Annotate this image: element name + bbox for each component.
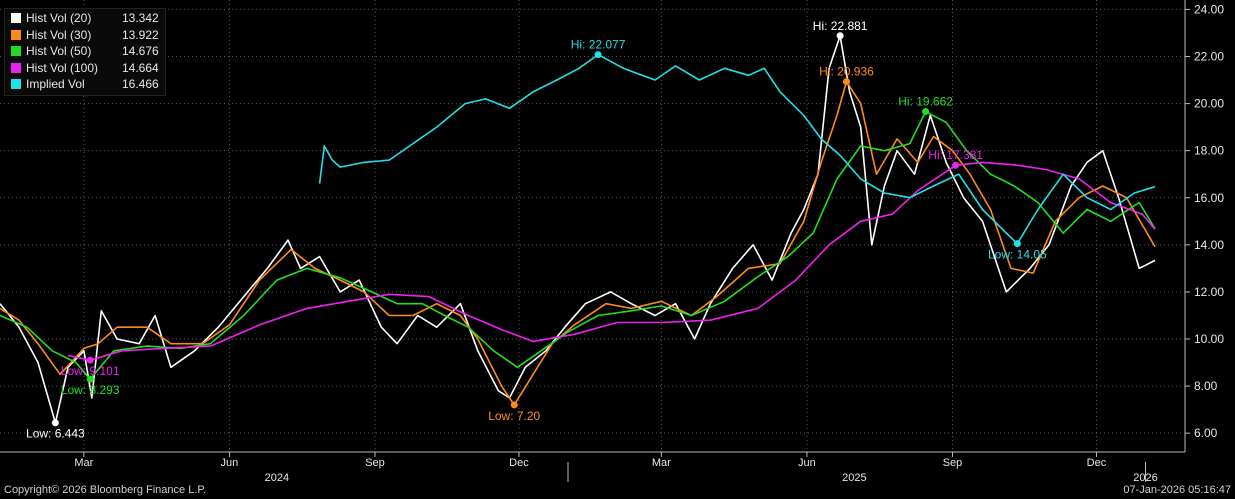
- extreme-label: Hi: 20.936: [819, 65, 874, 79]
- extreme-marker: [86, 356, 94, 364]
- y-tick-label: 12.00: [1194, 285, 1224, 299]
- extreme-marker: [922, 108, 930, 116]
- legend-value: 14.676: [122, 44, 159, 58]
- x-tick-label: Sep: [365, 457, 385, 469]
- extreme-label: Hi: 22.077: [571, 38, 626, 52]
- legend-label: Hist Vol (50): [26, 44, 92, 58]
- legend-value: 13.342: [122, 11, 159, 25]
- x-tick-label: Jun: [221, 457, 239, 469]
- legend-label: Hist Vol (20): [26, 11, 92, 25]
- extreme-marker: [86, 375, 94, 383]
- y-tick-label: 20.00: [1194, 97, 1224, 111]
- y-tick-label: 10.00: [1194, 332, 1224, 346]
- extreme-label: Hi: 19.662: [898, 95, 953, 109]
- legend-value: 16.466: [122, 77, 159, 91]
- legend-swatch: [11, 13, 21, 23]
- legend-value: 14.664: [122, 60, 159, 75]
- series-line: [318, 53, 1156, 245]
- extreme-label: Low: 7.20: [488, 409, 540, 423]
- extreme-label: Low: 9.101: [61, 364, 120, 378]
- legend-swatch: [11, 79, 21, 89]
- y-tick-label: 18.00: [1194, 144, 1224, 158]
- y-tick-label: 14.00: [1194, 238, 1224, 252]
- x-year-label: 2025: [842, 472, 866, 484]
- extreme-label: Low: 8.293: [61, 383, 120, 397]
- extreme-marker: [836, 32, 844, 40]
- series-line: [0, 80, 1156, 406]
- copyright-text: Copyright© 2026 Bloomberg Finance L.P.: [4, 484, 207, 496]
- extreme-marker: [952, 161, 960, 169]
- extreme-marker: [1013, 240, 1021, 248]
- x-tick-label: Jun: [798, 457, 816, 469]
- x-tick-label: Sep: [943, 457, 963, 469]
- legend-swatch: [11, 46, 21, 56]
- legend-swatch: [11, 29, 21, 40]
- legend-label: Implied Vol: [26, 77, 85, 91]
- series-line: [0, 34, 1156, 424]
- extreme-label: Low: 14.05: [988, 248, 1047, 262]
- extreme-marker: [510, 401, 518, 409]
- x-tick-label: Dec: [509, 457, 529, 469]
- extreme-marker: [594, 51, 602, 59]
- legend: Hist Vol (20) 13.342 Hist Vol (30) 13.922 Hi…: [4, 8, 166, 96]
- extreme-label: Low: 6.443: [26, 427, 85, 441]
- y-tick-label: 16.00: [1194, 191, 1224, 205]
- legend-label: Hist Vol (30): [26, 27, 92, 42]
- legend-value: 13.922: [122, 27, 159, 42]
- y-tick-label: 22.00: [1194, 50, 1224, 64]
- extreme-marker: [842, 78, 850, 86]
- extreme-label: Hi: 22.881: [813, 19, 868, 33]
- x-tick-label: Mar: [74, 457, 93, 469]
- extreme-label: Hi: 17.381: [928, 148, 983, 162]
- x-year-label: 2024: [265, 472, 289, 484]
- legend-label: Hist Vol (100): [26, 60, 99, 75]
- legend-swatch: [11, 62, 21, 73]
- x-tick-label: Mar: [652, 457, 671, 469]
- series-line: [67, 161, 1156, 362]
- y-tick-label: 6.00: [1194, 426, 1218, 440]
- y-tick-label: 24.00: [1194, 2, 1224, 16]
- y-tick-label: 8.00: [1194, 379, 1218, 393]
- extreme-marker: [51, 419, 59, 427]
- x-tick-label: Dec: [1087, 457, 1107, 469]
- timestamp-text: 07-Jan-2026 05:16:47: [1123, 484, 1231, 496]
